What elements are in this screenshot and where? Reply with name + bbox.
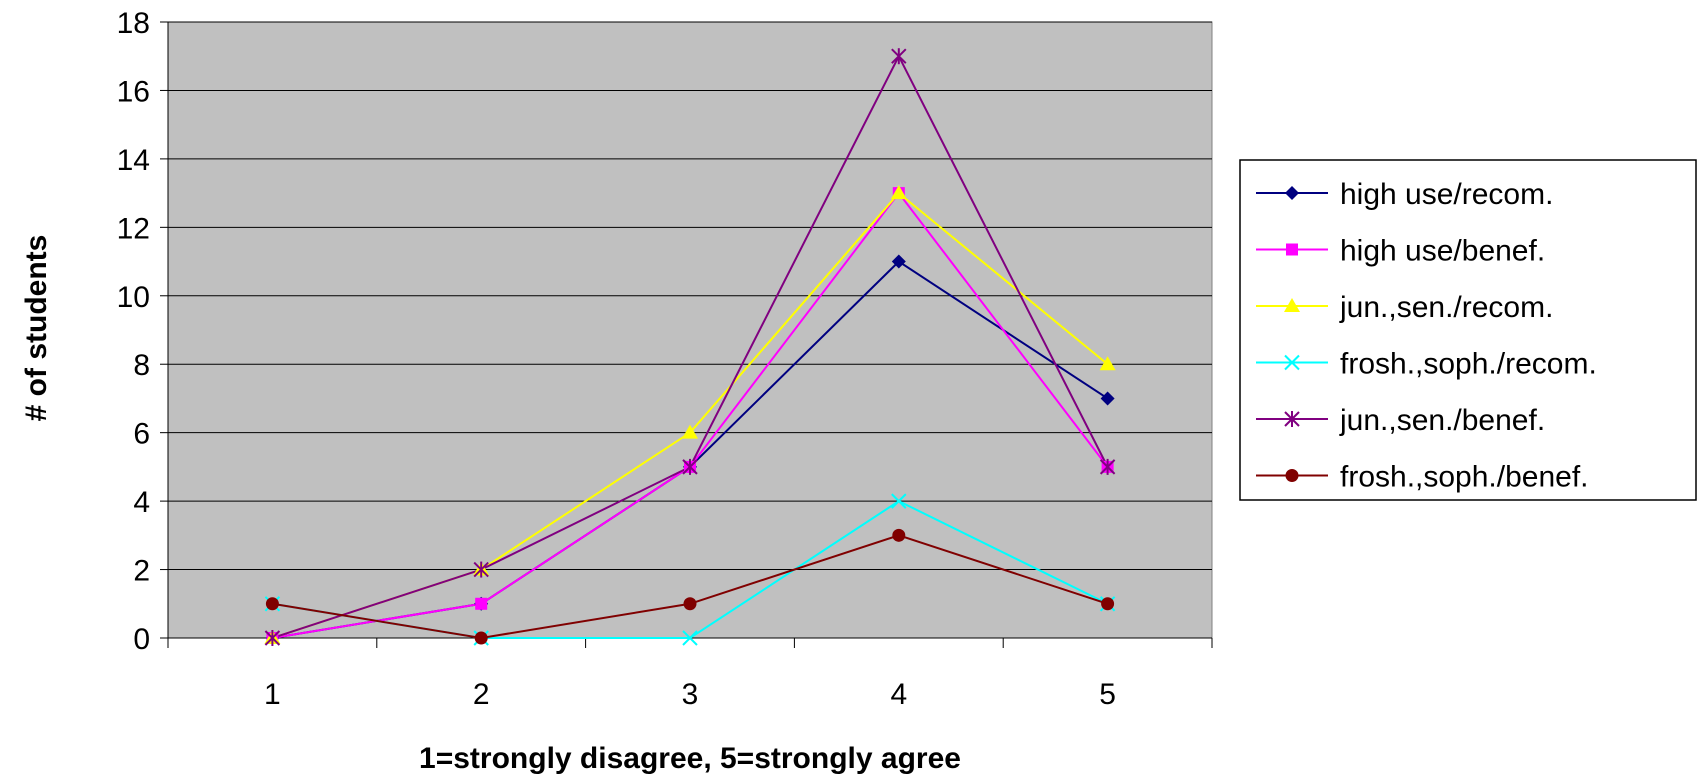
data-point-marker: [1100, 391, 1115, 406]
x-tick-label: 4: [890, 678, 907, 711]
legend-swatch-marker: [1286, 243, 1298, 256]
gridlines: [168, 21, 1212, 571]
legend-label: high use/recom.: [1340, 178, 1553, 211]
y-tick-label: 4: [133, 486, 150, 519]
data-point-marker: [474, 631, 488, 645]
legend-item: high use/recom.: [1256, 178, 1553, 211]
plot-area: [167, 21, 1213, 639]
legend-swatch-marker: [1284, 298, 1300, 312]
marker-stroke: [682, 630, 698, 646]
y-tick-label: 16: [117, 75, 150, 108]
legend-label: jun.,sen./benef.: [1339, 404, 1545, 437]
y-tick-label: 2: [133, 555, 150, 588]
series-markers: [264, 48, 1116, 646]
data-point-marker: [891, 48, 907, 65]
y-tick-label: 8: [133, 349, 150, 382]
y-tick-label: 6: [133, 418, 150, 451]
legend-label: frosh.,soph./recom.: [1340, 348, 1597, 381]
legend-label: frosh.,soph./benef.: [1340, 461, 1589, 494]
data-point-marker: [1099, 356, 1116, 371]
data-point-marker: [1101, 597, 1115, 611]
legend-swatch-marker: [1284, 354, 1300, 371]
legend-item: frosh.,soph./recom.: [1256, 348, 1597, 381]
data-point-marker: [264, 630, 281, 646]
y-tick-labels: 0 2 4 6 8 10 12 14 16 18: [117, 7, 150, 656]
data-point-marker: [891, 493, 907, 509]
x-tick-label: 2: [473, 678, 490, 711]
data-point-marker: [892, 528, 906, 542]
data-point-marker: [683, 597, 697, 611]
x-axis-title: 1=strongly disagree, 5=strongly agree: [419, 742, 961, 775]
y-axis-title: # of students: [20, 235, 53, 422]
y-tick-label: 12: [117, 212, 150, 245]
legend: high use/recom. high use/benef. jun.,sen./…: [1239, 159, 1697, 501]
data-point-marker: [682, 630, 698, 646]
y-tick-label: 14: [117, 144, 150, 177]
legend-label: jun.,sen./recom.: [1339, 291, 1553, 324]
legend-item: jun.,sen./recom.: [1256, 291, 1553, 324]
y-tick-label: 18: [117, 7, 150, 40]
data-point-marker: [682, 424, 698, 439]
marker-stroke: [891, 493, 907, 509]
y-tick-label: 10: [117, 281, 150, 314]
x-tick-labels: 1 2 3 4 5: [264, 678, 1116, 711]
x-tick-label: 1: [264, 678, 281, 711]
legend-swatch-marker: [1285, 186, 1299, 200]
data-point-marker: [475, 597, 488, 610]
legend-swatch-marker: [1285, 469, 1299, 482]
legend-item: frosh.,soph./benef.: [1256, 461, 1589, 494]
data-point-marker: [1099, 458, 1116, 475]
data-point-marker: [473, 561, 489, 578]
marker-stroke: [1284, 354, 1300, 371]
legend-item: jun.,sen./benef.: [1256, 404, 1545, 437]
data-point-marker: [891, 254, 906, 269]
x-tick-label: 5: [1099, 678, 1116, 711]
legend-item: high use/benef.: [1256, 235, 1545, 268]
legend-label: high use/benef.: [1340, 235, 1545, 268]
legend-swatch-marker: [1284, 411, 1300, 427]
legend-box: [1239, 159, 1697, 501]
x-tick-label: 3: [682, 678, 699, 711]
data-point-marker: [265, 597, 279, 611]
data-point-marker: [682, 458, 698, 475]
data-point-marker: [890, 185, 907, 200]
y-tick-label: 0: [133, 623, 150, 656]
